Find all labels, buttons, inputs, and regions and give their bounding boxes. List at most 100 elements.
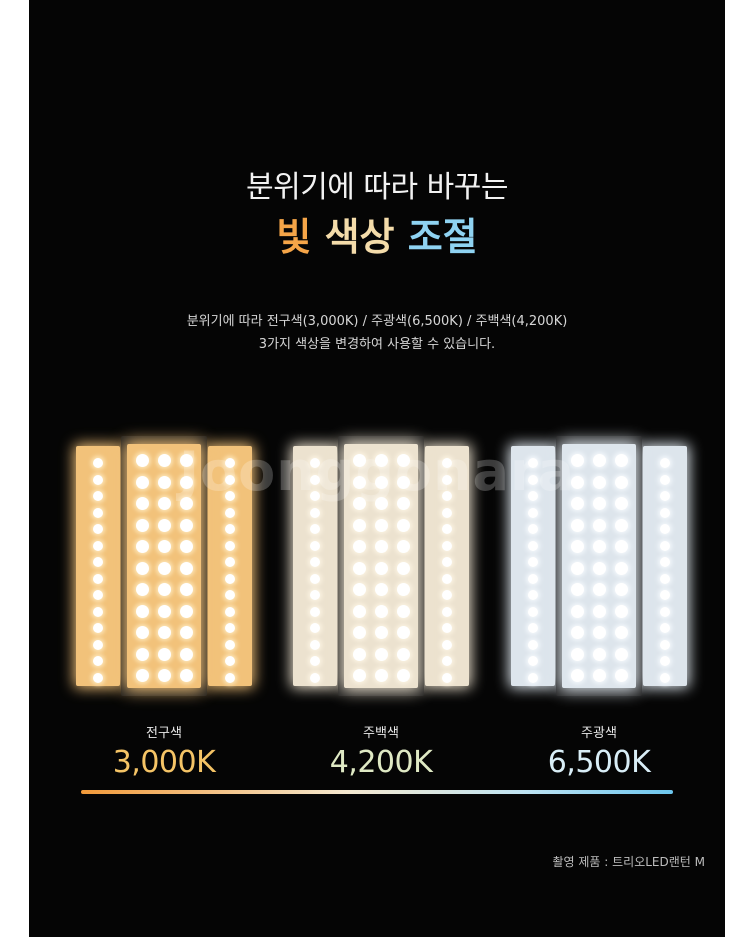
- led-dot: [180, 604, 193, 618]
- led-dot: [528, 491, 538, 501]
- led-dot: [660, 656, 670, 666]
- led-dot: [136, 669, 149, 682]
- led-dot: [375, 475, 388, 489]
- mode-kelvin: 3,000K: [112, 745, 216, 780]
- led-dot: [180, 647, 193, 661]
- led-dot: [397, 475, 410, 489]
- led-dot: [442, 491, 452, 501]
- led-dot: [136, 561, 149, 575]
- led-dot: [397, 561, 410, 575]
- side-panel-left: [293, 446, 337, 686]
- led-dot: [615, 647, 628, 661]
- led-dot: [180, 475, 193, 489]
- headline: 분위기에 따라 바꾸는: [246, 170, 508, 205]
- led-dot: [93, 540, 103, 551]
- led-dot: [225, 573, 235, 584]
- led-dot: [593, 647, 606, 661]
- led-dot: [136, 583, 149, 596]
- led-dot: [528, 540, 538, 551]
- led-dot: [593, 669, 606, 682]
- center-panel: [338, 436, 424, 696]
- led-dot: [93, 557, 103, 567]
- led-dot: [442, 524, 452, 534]
- led-dot: [660, 507, 670, 518]
- led-dot: [528, 524, 538, 534]
- led-dot: [397, 454, 410, 467]
- led-dot: [310, 590, 320, 600]
- mode-kelvin: 4,200K: [329, 745, 433, 780]
- led-dot: [571, 497, 584, 510]
- led-dot: [375, 497, 388, 510]
- led-dot: [660, 623, 670, 633]
- led-dot: [442, 672, 452, 683]
- led-dot: [442, 656, 452, 666]
- side-panel-left: [76, 446, 120, 686]
- led-dot: [353, 604, 366, 618]
- led-dot: [660, 590, 670, 600]
- led-dot: [158, 583, 171, 596]
- led-dot: [615, 454, 628, 467]
- led-dot: [225, 606, 235, 617]
- led-dot: [93, 672, 103, 683]
- led-dot: [528, 606, 538, 617]
- led-dot: [397, 626, 410, 639]
- led-dot: [93, 623, 103, 633]
- led-dot: [225, 524, 235, 534]
- led-dot: [528, 656, 538, 666]
- led-dot: [225, 590, 235, 600]
- description-line-2: 3가지 색상을 변경하여 사용할 수 있습니다.: [258, 337, 496, 352]
- led-dot: [310, 557, 320, 567]
- led-dot: [397, 583, 410, 596]
- led-dot: [660, 672, 670, 683]
- led-dot: [442, 590, 452, 600]
- led-dot: [397, 497, 410, 510]
- led-dot: [93, 524, 103, 534]
- led-dot: [660, 606, 670, 617]
- lamp-daylight: [511, 436, 687, 696]
- led-dot: [93, 656, 103, 666]
- led-dot: [136, 518, 149, 532]
- led-dot: [353, 497, 366, 510]
- led-dot: [180, 583, 193, 596]
- led-dot: [353, 475, 366, 489]
- led-dot: [660, 458, 670, 468]
- led-dot: [442, 474, 452, 485]
- title-word-adjust: 조절: [407, 215, 478, 259]
- description-line-1: 분위기에 따라 전구색(3,000K) / 주광색(6,500K) / 주백색(…: [186, 314, 568, 329]
- led-dot: [225, 507, 235, 518]
- led-dot: [353, 518, 366, 532]
- led-dot: [615, 626, 628, 639]
- led-dot: [180, 454, 193, 467]
- led-dot: [158, 454, 171, 467]
- title-word-color: 색상: [324, 215, 395, 259]
- title: 빛 색상 조절: [29, 206, 725, 261]
- color-temperature-gradient-bar: [81, 790, 673, 794]
- led-dot: [442, 573, 452, 584]
- led-dot: [660, 540, 670, 551]
- led-dot: [593, 561, 606, 575]
- side-panel-right: [425, 446, 469, 686]
- led-dot: [353, 583, 366, 596]
- led-dot: [660, 557, 670, 567]
- led-dot: [136, 626, 149, 639]
- led-dot: [528, 623, 538, 633]
- led-dot: [593, 583, 606, 596]
- led-dot: [310, 507, 320, 518]
- led-dot: [528, 590, 538, 600]
- led-dot: [660, 639, 670, 650]
- led-dot: [375, 540, 388, 553]
- led-dot: [571, 454, 584, 467]
- led-dot: [593, 626, 606, 639]
- led-dot: [375, 561, 388, 575]
- led-dot: [660, 474, 670, 485]
- led-dot: [571, 626, 584, 639]
- watermark-logo: Joonggonara: [178, 440, 576, 503]
- title-word-light: 빛: [276, 215, 312, 259]
- led-dot: [310, 672, 320, 683]
- led-dot: [93, 491, 103, 501]
- led-dot: [375, 604, 388, 618]
- led-dot: [442, 639, 452, 650]
- led-dot: [615, 561, 628, 575]
- led-dot: [180, 540, 193, 553]
- led-dot: [615, 475, 628, 489]
